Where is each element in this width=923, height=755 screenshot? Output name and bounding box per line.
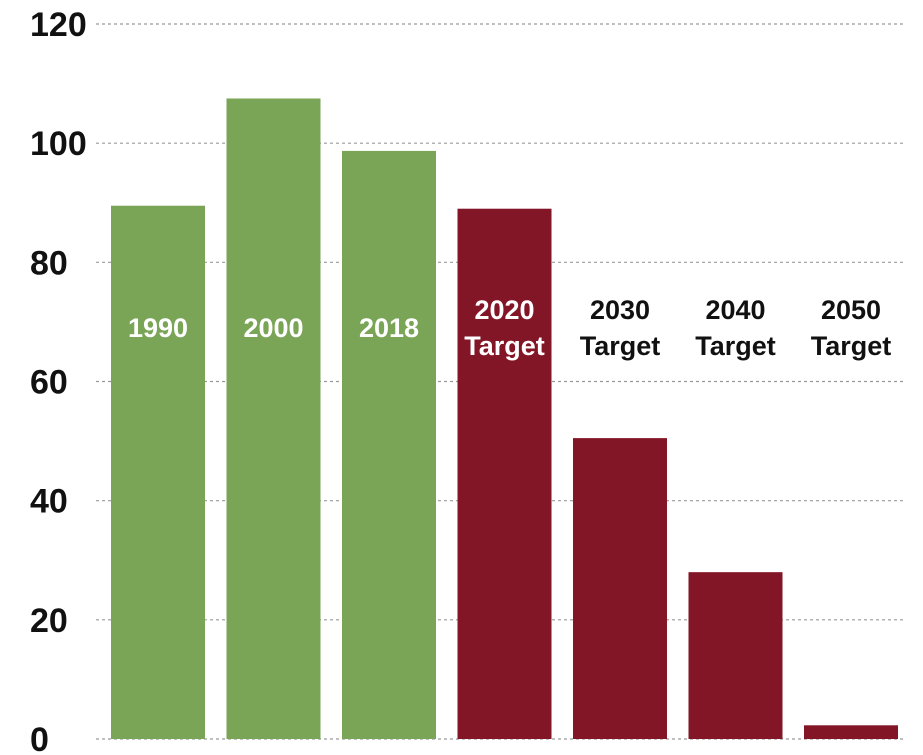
bar-label-line: 2050 [821, 295, 881, 325]
bar-label-2030-target: 2030 Target [580, 295, 661, 361]
y-tick-label-100: 100 [30, 125, 87, 163]
bar-2030-target [573, 438, 667, 739]
y-axis-tick-labels: 0 20 40 60 80 100 120 [30, 6, 87, 755]
bar-label-line: 1990 [128, 313, 188, 343]
bar-label-line: Target [580, 331, 661, 361]
bar-label-2018: 2018 [359, 313, 419, 343]
y-tick-label-120: 120 [30, 6, 87, 44]
bar-label-2020-target: 2020 Target [464, 295, 545, 361]
bar-1990 [111, 205, 205, 739]
bars [111, 98, 898, 740]
bar-label-2040-target: 2040 Target [695, 295, 776, 361]
bar-2040-target [688, 572, 783, 739]
y-tick-label-0: 0 [30, 721, 49, 755]
bar-labels: 1990 2000 2018 2020 Target 2030 Target 2040 Targ… [128, 295, 891, 361]
y-tick-label-20: 20 [30, 602, 68, 640]
bar-2000 [226, 98, 321, 739]
bar-2018 [342, 150, 436, 740]
bar-label-2050-target: 2050 Target [811, 295, 892, 361]
bar-2020-target [457, 208, 552, 740]
bar-2050-target [804, 725, 898, 739]
bar-label-line: 2018 [359, 313, 419, 343]
bar-label-line: 2040 [705, 295, 765, 325]
bar-label-line: 2030 [590, 295, 650, 325]
bar-label-line: 2020 [474, 295, 534, 325]
bar-label-line: Target [695, 331, 776, 361]
bar-label-line: Target [464, 331, 545, 361]
y-tick-label-40: 40 [30, 483, 68, 521]
y-tick-label-60: 60 [30, 364, 68, 402]
bar-label-1990: 1990 [128, 313, 188, 343]
bar-label-line: 2000 [243, 313, 303, 343]
bar-label-line: Target [811, 331, 892, 361]
bar-label-2000: 2000 [243, 313, 303, 343]
y-tick-label-80: 80 [30, 244, 68, 282]
